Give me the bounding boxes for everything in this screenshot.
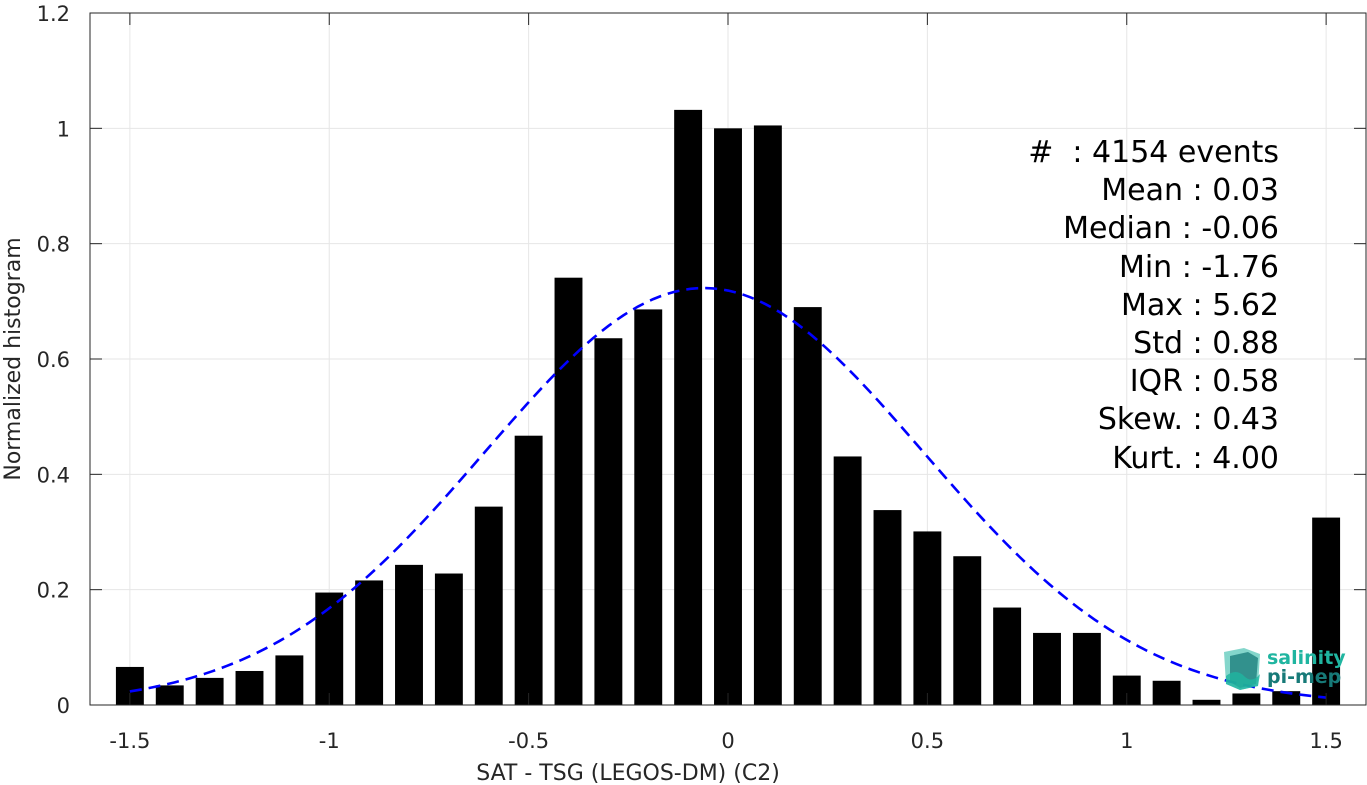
y-tick-label-6: 1.2 [37, 2, 70, 26]
bars-group [115, 109, 1341, 706]
x-tick-label-3: 0 [721, 729, 734, 753]
statistics-panel: # : 4154 events Mean : 0.03 Median : -0.… [1028, 134, 1279, 478]
bar-22 [993, 607, 1022, 705]
bar-17 [793, 307, 822, 705]
x-tick-label-6: 1.5 [1309, 729, 1342, 753]
y-tick-label-2: 0.4 [37, 463, 70, 487]
logo-line-1: salinity [1267, 647, 1346, 669]
bar-28 [1232, 693, 1261, 705]
bar-29 [1272, 691, 1301, 705]
x-tick-label-4: 0.5 [911, 729, 944, 753]
bar-2 [195, 677, 224, 705]
y-axis-label: Normalized histogram [1, 237, 26, 480]
y-tick-label-3: 0.6 [37, 348, 70, 372]
stat-mean: Mean : 0.03 [1101, 173, 1279, 209]
bar-11 [554, 277, 583, 705]
bar-27 [1192, 699, 1221, 705]
bar-3 [235, 670, 264, 705]
bar-21 [953, 556, 982, 705]
bar-19 [873, 510, 902, 705]
salinity-pi-mep-logo: salinity pi-mep [1222, 646, 1347, 694]
bar-13 [634, 309, 663, 705]
y-tick-label-5: 1 [57, 117, 70, 141]
x-tick-label-5: 1 [1120, 729, 1133, 753]
bar-14 [674, 109, 703, 705]
bar-8 [434, 573, 463, 705]
stat-std: Std : 0.88 [1133, 326, 1279, 362]
logo-text: salinity pi-mep [1267, 649, 1346, 687]
bar-9 [474, 506, 503, 705]
logo-mark-icon [1224, 648, 1260, 690]
bar-15 [714, 128, 742, 706]
x-tick-label-2: -0.5 [508, 729, 549, 753]
bar-10 [514, 435, 543, 705]
x-tick-label-1: -1 [319, 729, 340, 753]
stat-max: Max : 5.62 [1121, 287, 1279, 323]
y-tick-label-0: 0 [57, 694, 70, 718]
stat-min: Min : -1.76 [1118, 249, 1279, 285]
bar-7 [395, 564, 423, 705]
bar-23 [1033, 632, 1061, 705]
bar-30 [1312, 517, 1341, 705]
bar-4 [275, 655, 304, 705]
stat-events: # : 4154 events [1028, 135, 1279, 170]
bar-16 [753, 125, 782, 705]
bar-18 [833, 456, 862, 705]
bar-26 [1152, 680, 1181, 705]
bar-1 [155, 685, 184, 705]
bar-12 [594, 338, 623, 705]
stat-median: Median : -0.06 [1063, 211, 1279, 247]
y-tick-label-1: 0.2 [37, 579, 70, 603]
gaussian-fit-curve [129, 286, 1327, 699]
stat-iqr: IQR : 0.58 [1129, 364, 1279, 400]
bar-24 [1072, 632, 1101, 705]
axis-ticks: -1.5 -1 -0.5 0 0.5 1 1.5 0 0.2 0.4 0.6 0.8 1 1.2 [37, 2, 1366, 753]
x-axis-label: SAT - TSG (LEGOS-DM) (C2) [476, 761, 780, 785]
bar-5 [315, 592, 344, 705]
y-tick-label-4: 0.8 [37, 233, 70, 257]
x-tick-label-0: -1.5 [109, 729, 150, 753]
stat-skew: Skew. : 0.43 [1097, 402, 1279, 438]
bar-20 [913, 531, 942, 705]
logo-line-2: pi-mep [1267, 666, 1342, 688]
stat-kurt: Kurt. : 4.00 [1112, 440, 1279, 476]
bar-6 [355, 580, 384, 705]
